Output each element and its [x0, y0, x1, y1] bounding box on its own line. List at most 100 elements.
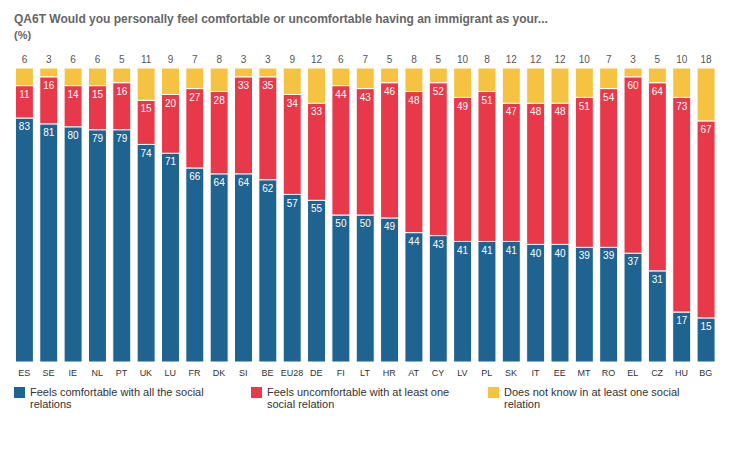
svg-text:44: 44: [408, 236, 420, 247]
svg-text:HR: HR: [383, 368, 396, 378]
svg-text:PT: PT: [116, 368, 128, 378]
svg-text:DK: DK: [213, 368, 226, 378]
svg-text:41: 41: [506, 245, 518, 256]
svg-text:ES: ES: [18, 368, 30, 378]
svg-text:48: 48: [554, 106, 566, 117]
svg-text:LV: LV: [457, 368, 467, 378]
svg-text:16: 16: [43, 80, 55, 91]
svg-text:DE: DE: [310, 368, 323, 378]
svg-text:LU: LU: [164, 368, 176, 378]
svg-text:64: 64: [652, 86, 664, 97]
svg-text:12: 12: [530, 54, 542, 65]
svg-text:SK: SK: [505, 368, 517, 378]
svg-text:67: 67: [701, 124, 713, 135]
svg-text:BG: BG: [699, 368, 712, 378]
svg-text:10: 10: [676, 54, 688, 65]
svg-text:27: 27: [189, 92, 201, 103]
svg-text:52: 52: [433, 86, 445, 97]
svg-text:34: 34: [287, 98, 299, 109]
svg-text:12: 12: [554, 54, 566, 65]
svg-text:LT: LT: [360, 368, 370, 378]
svg-text:15: 15: [92, 89, 104, 100]
svg-text:12: 12: [506, 54, 518, 65]
svg-text:7: 7: [192, 54, 198, 65]
svg-text:79: 79: [116, 133, 128, 144]
svg-text:3: 3: [241, 54, 247, 65]
svg-text:15: 15: [141, 103, 153, 114]
svg-text:3: 3: [46, 54, 52, 65]
svg-text:20: 20: [165, 98, 177, 109]
svg-text:62: 62: [262, 183, 274, 194]
svg-text:39: 39: [579, 250, 591, 261]
svg-text:11: 11: [19, 89, 30, 100]
svg-text:55: 55: [311, 203, 323, 214]
svg-text:64: 64: [238, 177, 250, 188]
svg-text:BE: BE: [262, 368, 274, 378]
svg-text:41: 41: [457, 245, 469, 256]
svg-text:RO: RO: [602, 368, 616, 378]
svg-text:5: 5: [655, 54, 661, 65]
svg-text:11: 11: [141, 54, 152, 65]
svg-text:74: 74: [141, 148, 153, 159]
svg-text:33: 33: [238, 80, 250, 91]
svg-text:51: 51: [579, 101, 591, 112]
svg-text:EE: EE: [554, 368, 566, 378]
svg-text:79: 79: [92, 133, 104, 144]
svg-text:FI: FI: [337, 368, 345, 378]
svg-text:9: 9: [289, 54, 295, 65]
svg-text:6: 6: [338, 54, 344, 65]
svg-text:10: 10: [457, 54, 469, 65]
svg-text:73: 73: [676, 101, 688, 112]
svg-text:16: 16: [116, 86, 128, 97]
svg-text:6: 6: [70, 54, 76, 65]
svg-text:51: 51: [481, 95, 493, 106]
svg-text:41: 41: [481, 245, 493, 256]
svg-text:SE: SE: [43, 368, 55, 378]
svg-text:7: 7: [606, 54, 612, 65]
svg-text:AT: AT: [408, 368, 419, 378]
svg-text:CY: CY: [432, 368, 445, 378]
svg-text:UK: UK: [140, 368, 153, 378]
svg-text:IT: IT: [531, 368, 540, 378]
svg-text:50: 50: [360, 218, 372, 229]
svg-text:64: 64: [214, 177, 226, 188]
svg-text:37: 37: [627, 256, 639, 267]
svg-text:80: 80: [68, 130, 80, 141]
svg-text:12: 12: [311, 54, 323, 65]
svg-text:40: 40: [554, 248, 566, 259]
svg-text:10: 10: [579, 54, 591, 65]
svg-text:81: 81: [43, 127, 55, 138]
svg-text:54: 54: [603, 92, 615, 103]
svg-text:31: 31: [652, 274, 664, 285]
svg-text:49: 49: [457, 101, 469, 112]
svg-text:6: 6: [22, 54, 28, 65]
svg-text:SI: SI: [239, 368, 248, 378]
svg-text:EL: EL: [627, 368, 638, 378]
svg-text:43: 43: [433, 239, 445, 250]
svg-text:50: 50: [335, 218, 347, 229]
svg-text:71: 71: [165, 156, 177, 167]
svg-text:15: 15: [701, 321, 713, 332]
svg-text:44: 44: [335, 89, 347, 100]
svg-text:PL: PL: [481, 368, 492, 378]
svg-text:28: 28: [214, 95, 226, 106]
svg-text:FR: FR: [189, 368, 201, 378]
svg-text:43: 43: [360, 92, 372, 103]
svg-text:57: 57: [287, 198, 299, 209]
svg-text:EU28: EU28: [281, 368, 304, 378]
svg-text:8: 8: [411, 54, 417, 65]
svg-text:39: 39: [603, 250, 615, 261]
svg-text:IE: IE: [69, 368, 78, 378]
svg-text:46: 46: [384, 86, 396, 97]
svg-text:60: 60: [627, 80, 639, 91]
svg-text:49: 49: [384, 221, 396, 232]
svg-text:5: 5: [387, 54, 393, 65]
svg-text:14: 14: [68, 89, 80, 100]
svg-text:66: 66: [189, 171, 201, 182]
svg-text:5: 5: [435, 54, 441, 65]
svg-text:CZ: CZ: [651, 368, 663, 378]
svg-text:MT: MT: [578, 368, 591, 378]
svg-text:17: 17: [676, 315, 688, 326]
svg-text:83: 83: [19, 121, 31, 132]
svg-text:33: 33: [311, 106, 323, 117]
